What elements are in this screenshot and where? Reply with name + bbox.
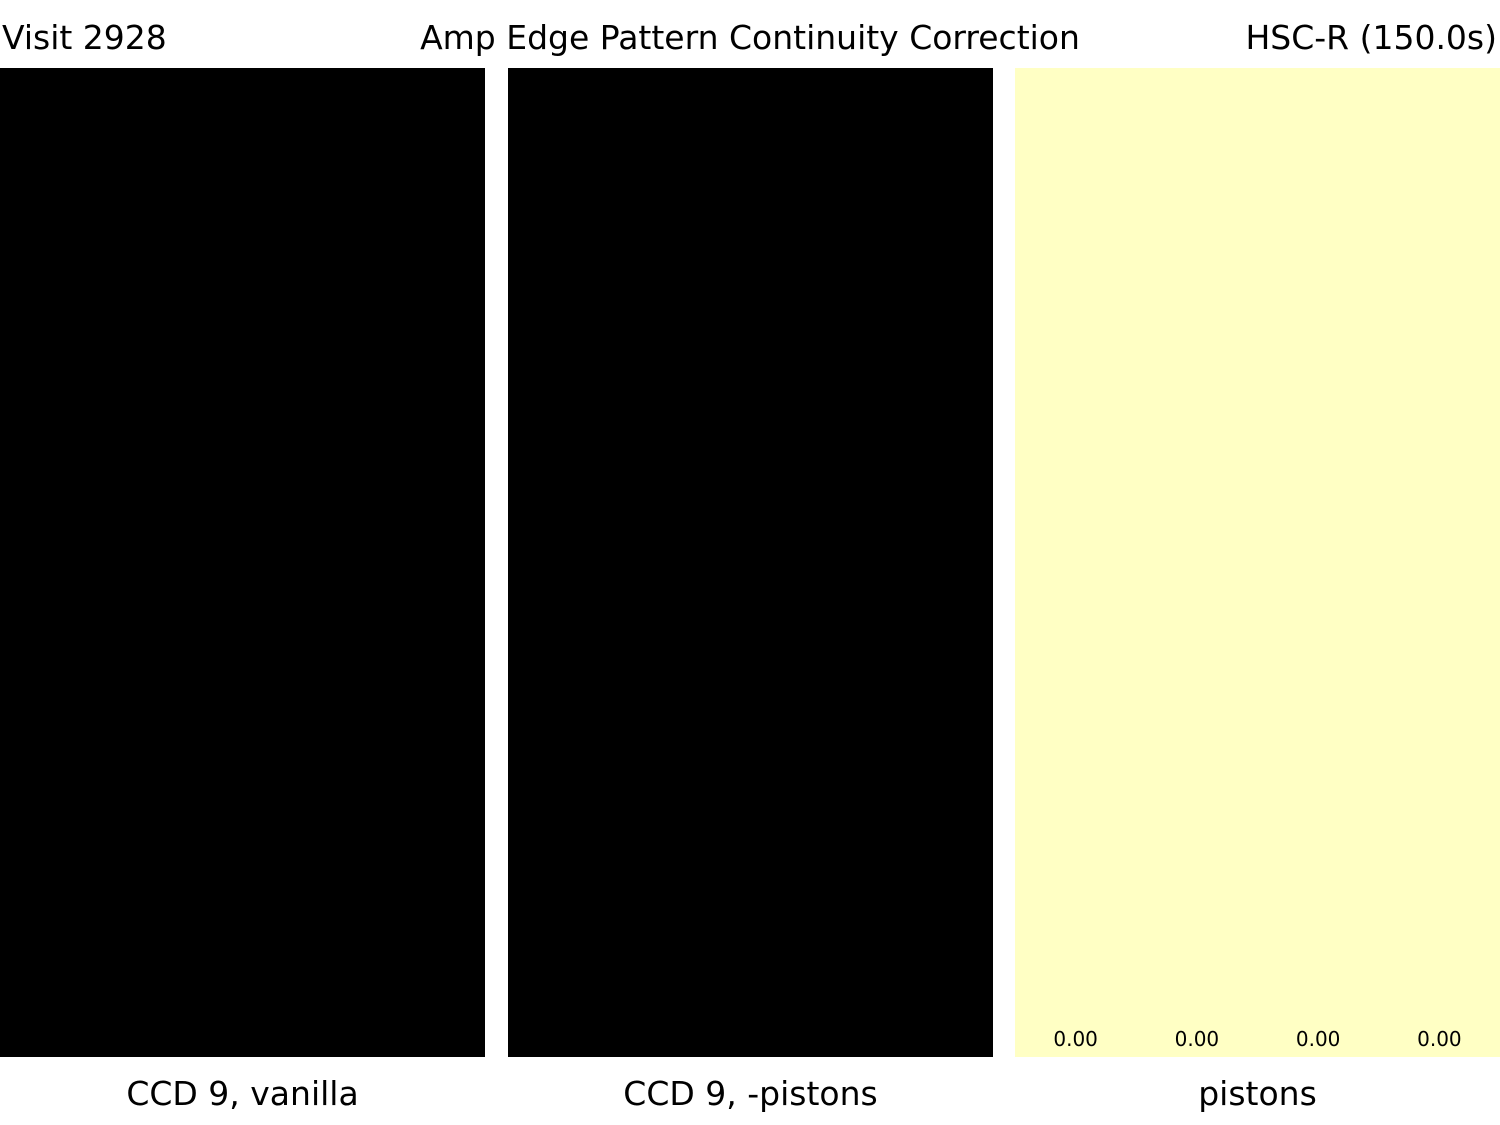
filter-exposure-label: HSC-R (150.0s) [1245, 18, 1497, 57]
caption-ccd-vanilla: CCD 9, vanilla [126, 1074, 359, 1113]
piston-value-amp-1: 0.00 [1053, 1027, 1098, 1051]
ccd-vanilla-image [0, 68, 485, 1057]
figure-title: Amp Edge Pattern Continuity Correction [420, 18, 1080, 57]
piston-value-amp-4: 0.00 [1417, 1027, 1462, 1051]
piston-value-amp-3: 0.00 [1295, 1027, 1341, 1051]
ccd-minus-pistons-image [508, 68, 993, 1057]
visit-label: Visit 2928 [2, 18, 167, 57]
caption-ccd-minus-pistons: CCD 9, -pistons [623, 1074, 878, 1113]
caption-pistons: pistons [1198, 1074, 1317, 1113]
piston-value-amp-2: 0.00 [1174, 1027, 1220, 1051]
pistons-panel: 0.00 0.00 0.00 0.00 [1015, 68, 1500, 1057]
